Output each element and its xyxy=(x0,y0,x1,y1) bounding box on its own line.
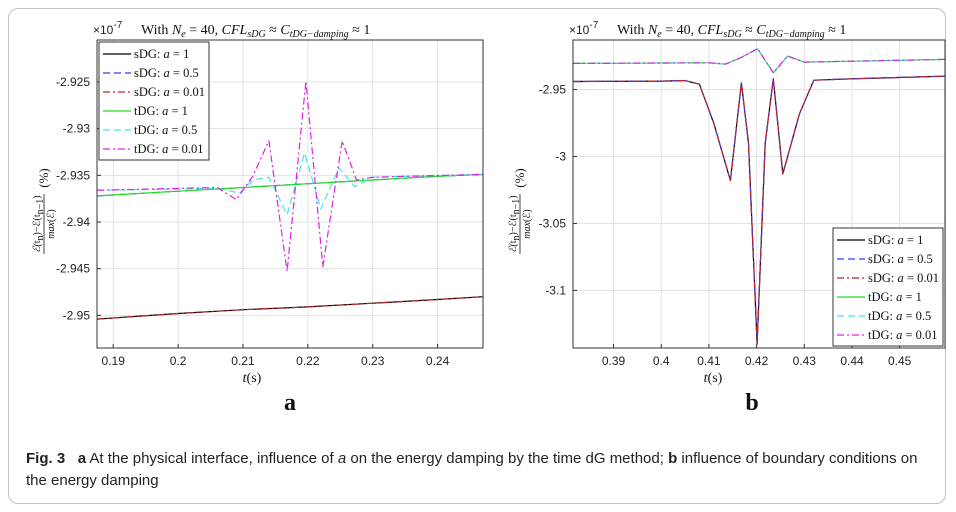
x-tick-label: 0.39 xyxy=(602,354,626,368)
x-tick-label: 0.2 xyxy=(170,354,187,368)
axis-exponent: ×10-7 xyxy=(569,20,599,37)
panel-letter: b xyxy=(745,390,758,416)
legend-entry-4: tDG: a = 1 xyxy=(868,290,922,304)
legend-box xyxy=(832,227,944,347)
y-tick-label: -2.93 xyxy=(63,122,91,136)
legend-entry-5: tDG: a = 0.5 xyxy=(134,123,197,137)
x-axis-label: t(s) xyxy=(704,371,723,386)
series-line-4 xyxy=(96,173,484,197)
caption-a-text2: on the energy damping by the time dG met… xyxy=(346,450,664,467)
caption-b-letter: b xyxy=(668,450,678,467)
x-tick-label: 0.23 xyxy=(361,354,385,368)
caption-b-text: influence of boundary conditions on the … xyxy=(26,450,918,489)
legend-entry-1: sDG: a = 1 xyxy=(134,47,189,61)
x-tick-label: 0.42 xyxy=(745,354,769,368)
y-tick-label: -2.95 xyxy=(63,308,91,322)
x-tick-label: 0.21 xyxy=(231,354,255,368)
caption-a-text: At the physical interface, influence of xyxy=(89,450,338,467)
legend-entry-3: sDG: a = 0.01 xyxy=(134,85,205,99)
y-label-numerator: ℰ(tn)−ℰ(tn−1) xyxy=(508,195,522,252)
chart-title: With Ne = 40, CFLsDG ≈ CtDG−damping ≈ 1 xyxy=(141,23,370,40)
caption-a-letter: a xyxy=(77,450,87,467)
legend-entry-1: sDG: a = 1 xyxy=(868,233,923,247)
legend-entry-6: tDG: a = 0.01 xyxy=(868,328,938,342)
x-tick-label: 0.24 xyxy=(426,354,450,368)
plot-frame xyxy=(96,39,484,349)
series-line-3 xyxy=(96,296,484,320)
series-line-3 xyxy=(572,75,946,345)
y-label-denominator: max(ℰ) xyxy=(522,209,533,238)
panel-letter: a xyxy=(284,390,296,416)
chart-title: With Ne = 40, CFLsDG ≈ CtDG−damping ≈ 1 xyxy=(617,23,846,40)
y-label-denominator: max(ℰ) xyxy=(46,209,57,238)
chart-panel-b: 0.39 0.4 0.41 0.42 0.43 0.44 0.45 -2.95 -3 -3.05 -… xyxy=(508,20,946,416)
legend: sDG: a = 1 sDG: a = 0.5 sDG: a = 0.01 tDG: … xyxy=(98,41,210,161)
y-tick-label: -2.935 xyxy=(56,168,90,182)
legend-box xyxy=(98,41,210,161)
y-tick-label: -2.95 xyxy=(539,83,567,97)
chart-panel-a: 0.19 0.2 0.21 0.22 0.23 0.24 -2.925 -2.93 -2.935… xyxy=(32,20,484,416)
y-tick-label: -2.925 xyxy=(56,75,90,89)
x-tick-label: 0.44 xyxy=(840,354,864,368)
figure-caption: Fig. 3 a At the physical interface, infl… xyxy=(26,448,926,492)
caption-label: Fig. 3 xyxy=(26,450,66,467)
y-tick-label: -3 xyxy=(555,150,566,164)
series-line-6 xyxy=(96,80,484,273)
axis-exponent: ×10-7 xyxy=(93,20,123,37)
legend-entry-3: sDG: a = 0.01 xyxy=(868,271,939,285)
series-line-5 xyxy=(572,48,946,74)
legend-entry-5: tDG: a = 0.5 xyxy=(868,309,931,323)
legend-entry-4: tDG: a = 1 xyxy=(134,104,188,118)
x-tick-label: 0.19 xyxy=(102,354,126,368)
x-tick-label: 0.43 xyxy=(793,354,817,368)
y-label-unit: (%) xyxy=(512,168,527,188)
y-axis-label: ℰ(tn)−ℰ(tn−1)max(ℰ) (%) xyxy=(32,168,57,254)
x-axis-label: t(s) xyxy=(243,371,262,386)
y-label-numerator: ℰ(tn)−ℰ(tn−1) xyxy=(32,195,46,252)
figure-charts: 0.19 0.2 0.21 0.22 0.23 0.24 -2.925 -2.93 -2.935… xyxy=(32,20,946,416)
series-line-6 xyxy=(572,48,946,74)
y-label-unit: (%) xyxy=(36,168,51,188)
x-tick-label: 0.41 xyxy=(697,354,721,368)
y-tick-label: -3.05 xyxy=(539,216,567,230)
y-tick-label: -3.1 xyxy=(545,283,566,297)
x-tick-label: 0.4 xyxy=(653,354,670,368)
x-tick-label: 0.22 xyxy=(296,354,320,368)
legend-entry-2: sDG: a = 0.5 xyxy=(868,252,933,266)
legend-entry-2: sDG: a = 0.5 xyxy=(134,66,199,80)
x-tick-label: 0.45 xyxy=(888,354,912,368)
y-tick-label: -2.94 xyxy=(63,215,91,229)
legend-entry-6: tDG: a = 0.01 xyxy=(134,142,204,156)
y-axis-label: ℰ(tn)−ℰ(tn−1)max(ℰ) (%) xyxy=(508,168,533,254)
plot-frame xyxy=(572,39,946,349)
caption-a-var: a xyxy=(337,450,347,467)
y-tick-label: -2.945 xyxy=(56,262,90,276)
legend: sDG: a = 1 sDG: a = 0.5 sDG: a = 0.01 tDG: … xyxy=(832,227,944,347)
series-line-2 xyxy=(572,75,946,345)
